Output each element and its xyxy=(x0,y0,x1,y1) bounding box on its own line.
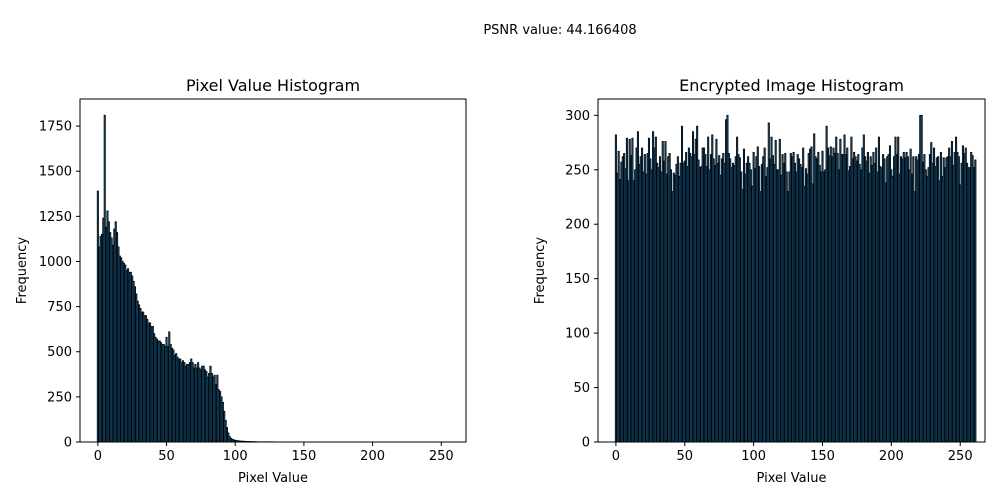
y-tick-label: 250 xyxy=(565,163,590,178)
y-tick-label: 150 xyxy=(565,272,590,287)
y-tick-label: 500 xyxy=(47,345,72,360)
y-tick-label: 50 xyxy=(573,381,590,396)
chart-title: Encrypted Image Histogram xyxy=(679,76,904,95)
axes-frame xyxy=(597,98,986,443)
x-tick-label: 0 xyxy=(94,449,102,464)
x-tick-label: 250 xyxy=(429,449,454,464)
x-tick-label: 100 xyxy=(741,449,766,464)
y-tick-label: 0 xyxy=(64,436,72,451)
x-tick-label: 50 xyxy=(158,449,175,464)
x-tick-label: 250 xyxy=(948,449,973,464)
x-tick-label: 200 xyxy=(360,449,385,464)
y-tick-label: 300 xyxy=(565,109,590,124)
encrypted-image-histogram: 0 50 100 150 200 250 0 50 100 150 200 250 300 Encrypt… xyxy=(533,76,986,486)
x-tick-label: 150 xyxy=(810,449,835,464)
y-tick-label: 250 xyxy=(47,390,72,405)
y-axis-label: Frequency xyxy=(533,237,548,304)
y-tick-label: 200 xyxy=(565,218,590,233)
chart-title: Pixel Value Histogram xyxy=(186,76,360,95)
x-tick-label: 50 xyxy=(676,449,693,464)
x-tick-label: 200 xyxy=(879,449,904,464)
y-tick-label: 0 xyxy=(582,436,590,451)
figure-suptitle: PSNR value: 44.166408 xyxy=(483,23,636,38)
y-tick-label: 1500 xyxy=(39,165,72,180)
y-axis-label: Frequency xyxy=(15,237,30,304)
y-tick-label: 100 xyxy=(565,327,590,342)
pixel-value-histogram: 0 50 100 150 200 250 0 250 500 750 1000 1250 1500 175… xyxy=(15,76,467,486)
axes-frame xyxy=(79,98,467,443)
x-tick-label: 100 xyxy=(223,449,248,464)
y-tick-label: 1250 xyxy=(39,210,72,225)
histogram-bar xyxy=(974,159,977,443)
x-axis-label: Pixel Value xyxy=(238,471,308,486)
y-tick-label: 750 xyxy=(47,300,72,315)
x-axis-label: Pixel Value xyxy=(757,471,827,486)
y-tick-label: 1750 xyxy=(39,120,72,135)
x-tick-label: 150 xyxy=(291,449,316,464)
x-tick-label: 0 xyxy=(612,449,620,464)
y-tick-label: 1000 xyxy=(39,255,72,270)
